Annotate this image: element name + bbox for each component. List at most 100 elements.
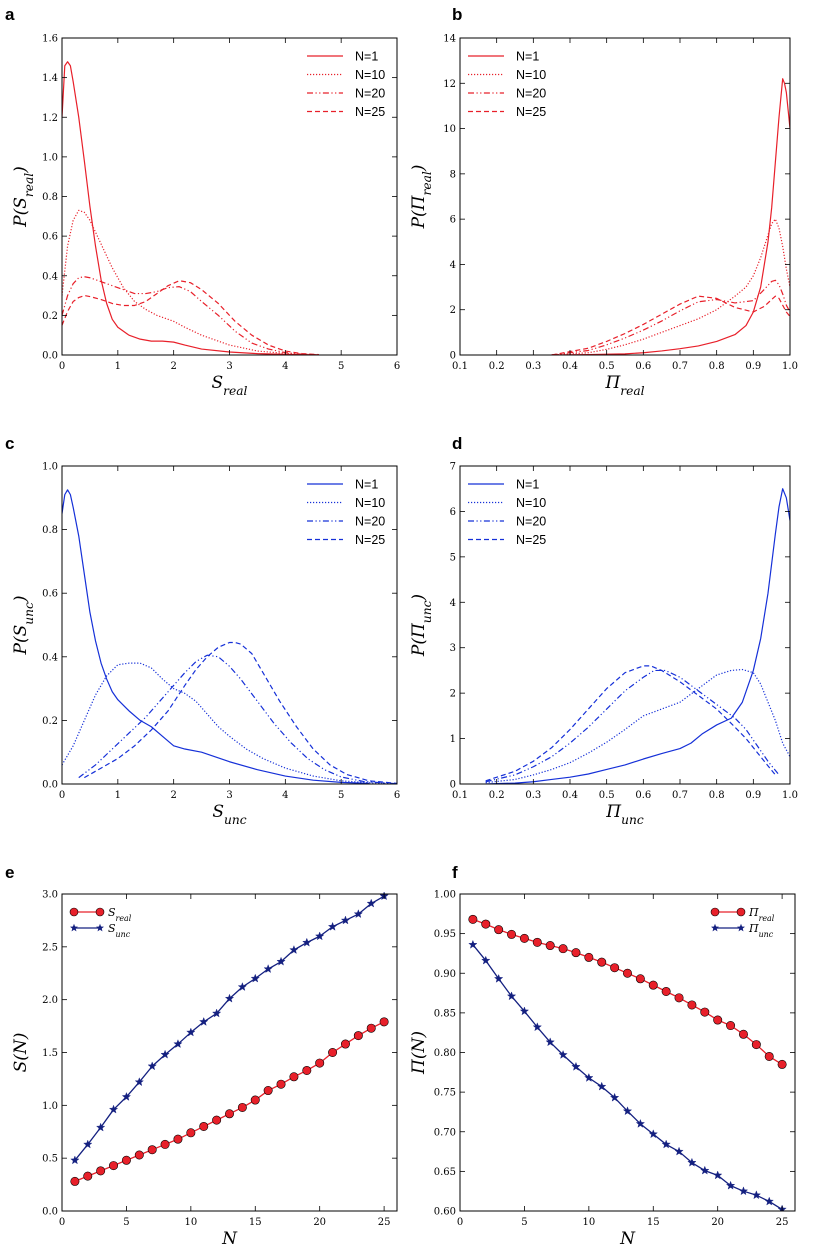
y-tick-label-f-6: 0.90 — [434, 969, 456, 980]
legend-label-d-2: N=20 — [516, 515, 546, 529]
y-tick-label-b-3: 6 — [450, 215, 456, 226]
y-tick-label-f-8: 1.00 — [434, 890, 456, 901]
marker-f-1-13 — [635, 1118, 646, 1128]
series-line-d-3 — [485, 665, 776, 782]
legend-label-e-1: Sunc — [108, 922, 131, 939]
x-tick-label-f-2: 10 — [582, 1217, 595, 1228]
marker-f-0-6 — [545, 941, 555, 951]
panel-label-d: d — [452, 434, 462, 453]
series-group-e — [70, 892, 389, 1186]
x-tick-label-a-1: 1 — [115, 361, 121, 372]
marker-e-1-19 — [315, 931, 325, 941]
marker-f-1-4 — [519, 1006, 530, 1016]
legend-label-c-3: N=25 — [355, 533, 385, 547]
legend-label-b-2: N=20 — [516, 87, 546, 101]
y-tick-label-a-7: 1.4 — [42, 73, 58, 84]
y-tick-label-f-2: 0.70 — [434, 1127, 456, 1138]
marker-e-0-15 — [263, 1086, 273, 1096]
y-tick-label-c-0: 0.0 — [42, 780, 58, 791]
plot-frame-d — [459, 465, 791, 785]
y-tick-label-b-6: 12 — [443, 79, 456, 90]
x-tick-label-c-0: 0 — [59, 790, 65, 801]
y-tick-label-d-2: 2 — [450, 689, 456, 700]
marker-e-0-5 — [134, 1150, 144, 1160]
marker-e-1-13 — [237, 982, 248, 991]
legend-label-a-2: N=20 — [355, 87, 385, 101]
y-axis-label-a: P(Sreal) — [11, 166, 36, 228]
marker-e-0-3 — [109, 1161, 119, 1171]
y-tick-label-b-0: 0 — [450, 351, 456, 362]
x-tick-label-b-3: 0.4 — [562, 361, 578, 372]
y-tick-label-e-3: 1.5 — [42, 1048, 58, 1059]
marker-e-0-4 — [121, 1155, 131, 1165]
marker-e-0-6 — [147, 1145, 157, 1155]
marker-e-1-20 — [327, 921, 338, 931]
marker-f-0-3 — [507, 929, 517, 939]
marker-e-1-22 — [353, 909, 363, 919]
marker-f-1-2 — [494, 973, 504, 983]
y-tick-label-a-6: 1.2 — [42, 113, 58, 124]
panel-label-c: c — [5, 434, 14, 453]
y-tick-label-a-1: 0.2 — [42, 311, 58, 322]
legend-b: N=1 N=10 N=20 N=25 — [468, 50, 546, 119]
x-tick-label-d-1: 0.2 — [489, 790, 505, 801]
marker-f-0-24 — [777, 1059, 787, 1069]
legend-label-d-1: N=10 — [516, 496, 546, 510]
x-tick-label-a-4: 4 — [282, 361, 288, 372]
marker-f-0-22 — [751, 1040, 761, 1050]
marker-f-1-15 — [661, 1139, 671, 1149]
legend-marker-f-0-0 — [710, 907, 720, 917]
y-tick-label-c-4: 0.8 — [42, 525, 58, 536]
marker-f-1-19 — [713, 1170, 723, 1180]
marker-e-0-19 — [315, 1058, 325, 1068]
x-tick-label-d-7: 0.8 — [709, 790, 725, 801]
series-line-c-1 — [62, 662, 397, 784]
x-tick-label-d-8: 0.9 — [745, 790, 761, 801]
x-tick-label-a-2: 2 — [170, 361, 176, 372]
legend-label-c-0: N=1 — [355, 478, 378, 492]
plot-frame-c — [61, 465, 398, 785]
legend-marker-e-0-1 — [95, 907, 105, 917]
y-tick-label-d-0: 0 — [450, 780, 456, 791]
legend-label-c-2: N=20 — [355, 515, 385, 529]
series-line-b-1 — [551, 218, 790, 355]
y-tick-label-e-5: 2.5 — [42, 942, 58, 953]
x-tick-label-e-3: 15 — [249, 1217, 262, 1228]
x-tick-label-d-0: 0.1 — [452, 790, 468, 801]
marker-e-0-13 — [237, 1102, 247, 1112]
x-tick-label-a-0: 0 — [59, 361, 65, 372]
marker-e-1-11 — [211, 1008, 222, 1018]
x-tick-label-c-5: 5 — [338, 790, 344, 801]
y-tick-label-c-3: 0.6 — [42, 589, 58, 600]
y-tick-label-a-4: 0.8 — [42, 192, 58, 203]
y-tick-label-c-1: 0.2 — [42, 716, 58, 727]
marker-e-0-22 — [353, 1031, 363, 1041]
legend-label-f-1: Πunc — [748, 922, 774, 939]
marker-e-1-1 — [83, 1139, 93, 1149]
x-tick-label-f-3: 15 — [647, 1217, 660, 1228]
legend-label-d-3: N=25 — [516, 533, 546, 547]
x-tick-label-b-9: 1.0 — [782, 361, 798, 372]
legend-marker-f-1-1 — [737, 923, 745, 932]
y-tick-label-a-2: 0.4 — [42, 271, 58, 282]
marker-e-0-16 — [276, 1079, 286, 1089]
legend-marker-e-1-1 — [96, 923, 104, 932]
marker-e-1-0 — [70, 1155, 80, 1165]
marker-e-1-10 — [199, 1016, 209, 1026]
legend-d: N=1 N=10 N=20 N=25 — [468, 478, 546, 547]
series-group-b — [551, 78, 790, 355]
x-tick-label-d-3: 0.4 — [562, 790, 578, 801]
marker-f-1-9 — [584, 1072, 594, 1082]
series-line-b-0 — [551, 78, 790, 355]
x-tick-label-d-5: 0.6 — [635, 790, 651, 801]
marker-f-1-23 — [764, 1196, 774, 1206]
y-axis-label-c: P(Sunc) — [11, 596, 36, 656]
series-line-f-1 — [472, 944, 783, 1210]
legend-label-a-3: N=25 — [355, 105, 385, 119]
marker-e-0-23 — [366, 1023, 376, 1033]
series-line-c-0 — [62, 489, 370, 784]
y-tick-label-d-1: 1 — [450, 734, 456, 745]
marker-e-0-14 — [250, 1095, 260, 1105]
x-tick-label-e-2: 10 — [184, 1217, 197, 1228]
panel-label-a: a — [5, 5, 15, 24]
